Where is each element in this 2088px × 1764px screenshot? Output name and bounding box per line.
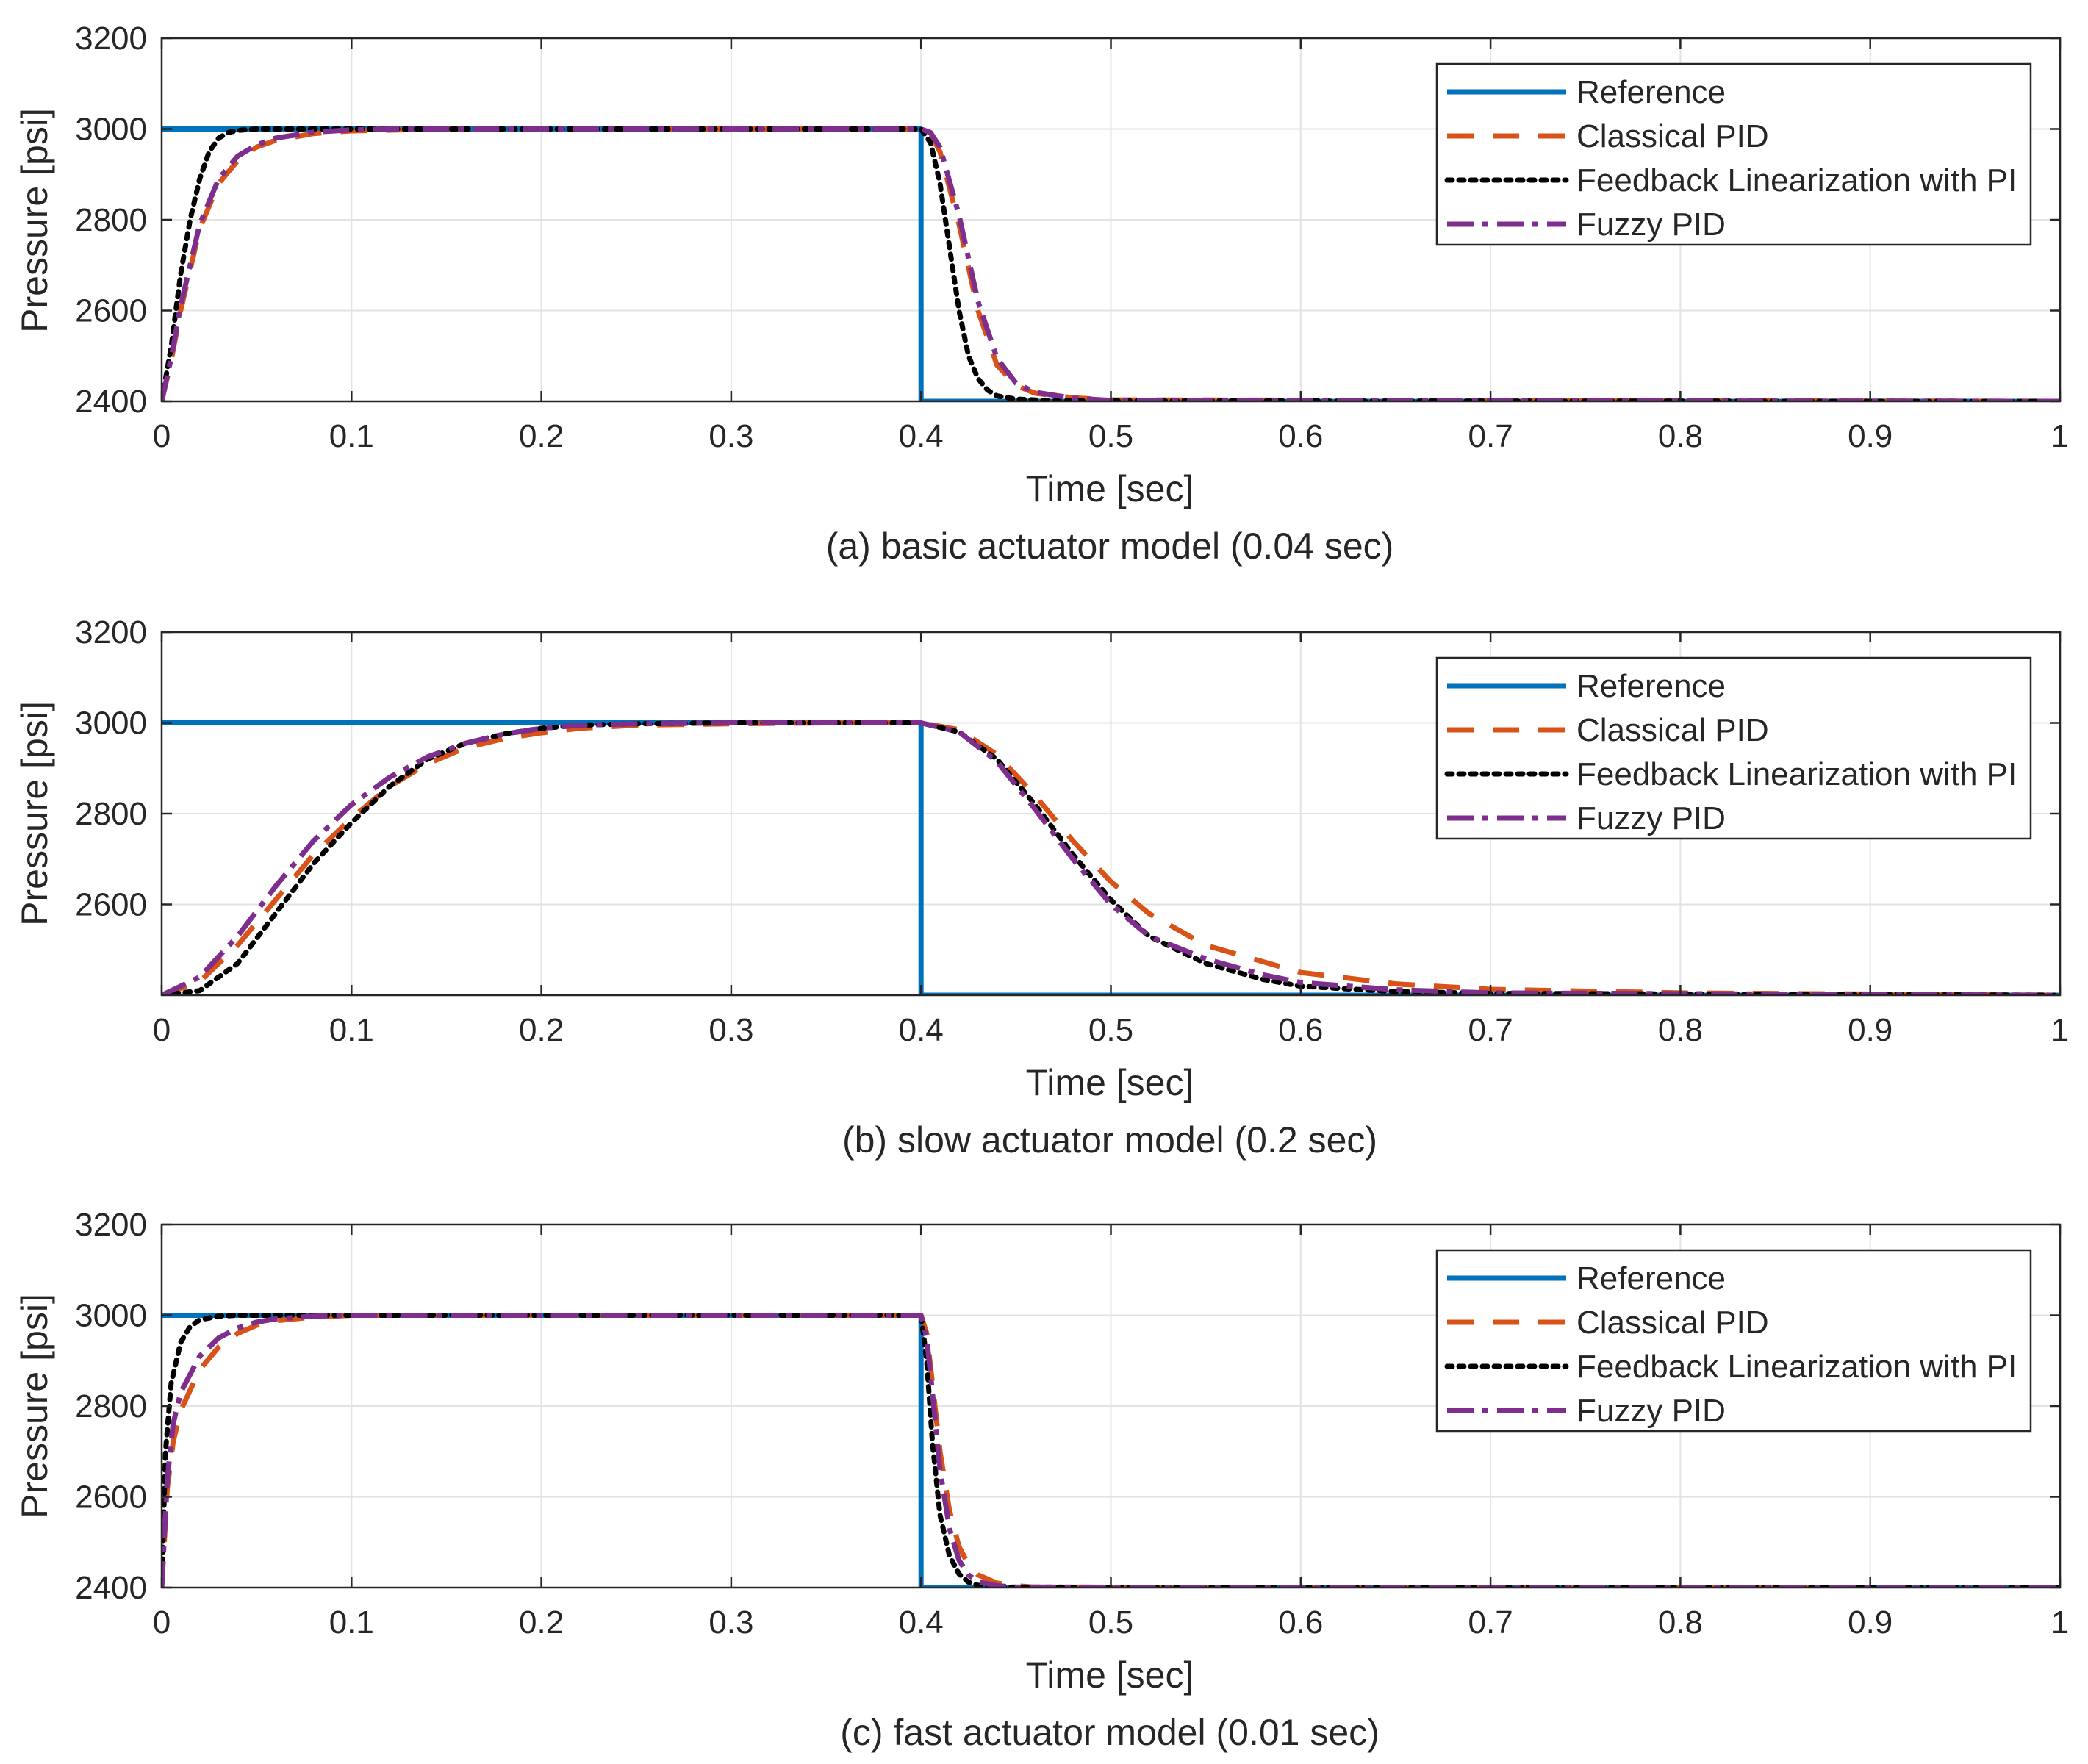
x-tick-label: 0.7 bbox=[1468, 1605, 1513, 1641]
y-tick-label: 2800 bbox=[75, 796, 147, 832]
legend-label: Reference bbox=[1576, 74, 1726, 110]
x-tick-label: 0.8 bbox=[1658, 1012, 1703, 1048]
y-tick-label: 3000 bbox=[75, 112, 147, 148]
x-axis-label: Time [sec] bbox=[1026, 468, 1194, 509]
plot-area: 0 0.1 0.2 0.3 0.4 0.5 0.6 0.7 0.8 0.9 1 2600 2800 300… bbox=[75, 614, 2069, 1048]
y-tick-label: 3200 bbox=[75, 21, 147, 57]
x-tick-label: 0.2 bbox=[519, 1012, 564, 1048]
x-axis-label: Time [sec] bbox=[1026, 1062, 1194, 1103]
x-tick-label: 0.9 bbox=[1848, 418, 1893, 454]
x-tick-label: 0.6 bbox=[1278, 418, 1323, 454]
y-tick-label: 2800 bbox=[75, 202, 147, 238]
series-line-classical-pid bbox=[162, 720, 2060, 995]
y-tick-label: 3200 bbox=[75, 614, 147, 650]
legend-label: Fuzzy PID bbox=[1576, 800, 1726, 836]
x-tick-label: 0.1 bbox=[329, 1012, 374, 1048]
legend: Reference Classical PID Feedback Lineariza… bbox=[1435, 656, 2032, 840]
y-tick-label: 2600 bbox=[75, 293, 147, 329]
series-group bbox=[162, 720, 2060, 995]
subplot-caption: (c) fast actuator model (0.01 sec) bbox=[840, 1712, 1380, 1753]
legend-label: Feedback Linearization with PI bbox=[1576, 756, 2017, 792]
x-tick-label: 0.5 bbox=[1088, 1605, 1133, 1641]
x-tick-label: 0.3 bbox=[708, 1605, 753, 1641]
x-tick-label: 0.3 bbox=[708, 1012, 753, 1048]
x-tick-label: 0.2 bbox=[519, 418, 564, 454]
plot-area: 0 0.1 0.2 0.3 0.4 0.5 0.6 0.7 0.8 0.9 1 2400 2600 280… bbox=[75, 21, 2069, 454]
x-tick-label: 0.3 bbox=[708, 418, 753, 454]
legend-label: Reference bbox=[1576, 668, 1726, 704]
legend-label: Reference bbox=[1576, 1261, 1726, 1297]
legend-label: Fuzzy PID bbox=[1576, 1393, 1726, 1429]
series-line-feedback-linearization-with-pi bbox=[162, 126, 2060, 401]
plot-area: 0 0.1 0.2 0.3 0.4 0.5 0.6 0.7 0.8 0.9 1 2400 2600 280… bbox=[75, 1207, 2069, 1641]
y-tick-label: 2600 bbox=[75, 1480, 147, 1516]
legend-label: Classical PID bbox=[1576, 712, 1769, 748]
subplot-caption: (b) slow actuator model (0.2 sec) bbox=[842, 1119, 1377, 1161]
x-tick-label: 1 bbox=[2051, 1012, 2069, 1048]
series-line-fuzzy-pid bbox=[162, 126, 2060, 401]
x-tick-label: 0.4 bbox=[899, 1012, 944, 1048]
x-axis-label: Time [sec] bbox=[1026, 1654, 1194, 1696]
y-axis-label: Pressure [psi] bbox=[14, 1294, 55, 1519]
subplot-fast-actuator: 0 0.1 0.2 0.3 0.4 0.5 0.6 0.7 0.8 0.9 1 2400 2600 280… bbox=[14, 1207, 2069, 1753]
legend-label: Feedback Linearization with PI bbox=[1576, 1349, 2017, 1385]
x-tick-label: 1 bbox=[2051, 418, 2069, 454]
series-group bbox=[162, 126, 2060, 401]
y-tick-label: 3000 bbox=[75, 1298, 147, 1334]
x-tick-label: 0.5 bbox=[1088, 418, 1133, 454]
series-line-feedback-linearization-with-pi bbox=[162, 1313, 2060, 1588]
x-tick-label: 0 bbox=[153, 418, 171, 454]
series-line-reference bbox=[162, 720, 2060, 995]
x-tick-label: 0.2 bbox=[519, 1605, 564, 1641]
y-tick-label: 2400 bbox=[75, 384, 147, 420]
subplot-caption: (a) basic actuator model (0.04 sec) bbox=[826, 526, 1394, 567]
y-tick-label: 3000 bbox=[75, 706, 147, 742]
x-tick-label: 0.9 bbox=[1848, 1012, 1893, 1048]
x-tick-label: 0.4 bbox=[899, 418, 944, 454]
x-tick-label: 0.8 bbox=[1658, 1605, 1703, 1641]
legend: Reference Classical PID Feedback Lineariza… bbox=[1435, 1249, 2032, 1433]
y-axis-label: Pressure [psi] bbox=[14, 108, 55, 333]
series-line-fuzzy-pid bbox=[162, 1313, 2060, 1588]
x-tick-label: 0.7 bbox=[1468, 1012, 1513, 1048]
subplot-slow-actuator: 0 0.1 0.2 0.3 0.4 0.5 0.6 0.7 0.8 0.9 1 2600 2800 300… bbox=[14, 614, 2069, 1161]
legend-label: Fuzzy PID bbox=[1576, 207, 1726, 243]
x-tick-label: 0.6 bbox=[1278, 1012, 1323, 1048]
x-tick-label: 0.1 bbox=[329, 1605, 374, 1641]
x-tick-label: 0 bbox=[153, 1012, 171, 1048]
series-line-fuzzy-pid bbox=[162, 720, 2060, 995]
y-tick-label: 3200 bbox=[75, 1207, 147, 1243]
y-tick-label: 2800 bbox=[75, 1388, 147, 1424]
y-axis-label: Pressure [psi] bbox=[14, 701, 55, 926]
subplot-basic-actuator: 0 0.1 0.2 0.3 0.4 0.5 0.6 0.7 0.8 0.9 1 2400 2600 280… bbox=[14, 21, 2069, 567]
x-tick-label: 0.4 bbox=[899, 1605, 944, 1641]
y-tick-label: 2400 bbox=[75, 1570, 147, 1606]
legend-label: Feedback Linearization with PI bbox=[1576, 162, 2017, 198]
x-tick-label: 0.1 bbox=[329, 418, 374, 454]
legend-label: Classical PID bbox=[1576, 118, 1769, 154]
y-tick-label: 2600 bbox=[75, 887, 147, 923]
x-tick-label: 0.7 bbox=[1468, 418, 1513, 454]
x-tick-label: 0.9 bbox=[1848, 1605, 1893, 1641]
x-tick-label: 0 bbox=[153, 1605, 171, 1641]
x-tick-label: 0.6 bbox=[1278, 1605, 1323, 1641]
series-group bbox=[162, 1313, 2060, 1588]
x-tick-label: 0.5 bbox=[1088, 1012, 1133, 1048]
x-tick-label: 0.8 bbox=[1658, 418, 1703, 454]
x-tick-label: 1 bbox=[2051, 1605, 2069, 1641]
legend-label: Classical PID bbox=[1576, 1305, 1769, 1341]
legend: Reference Classical PID Feedback Lineariza… bbox=[1435, 62, 2032, 246]
